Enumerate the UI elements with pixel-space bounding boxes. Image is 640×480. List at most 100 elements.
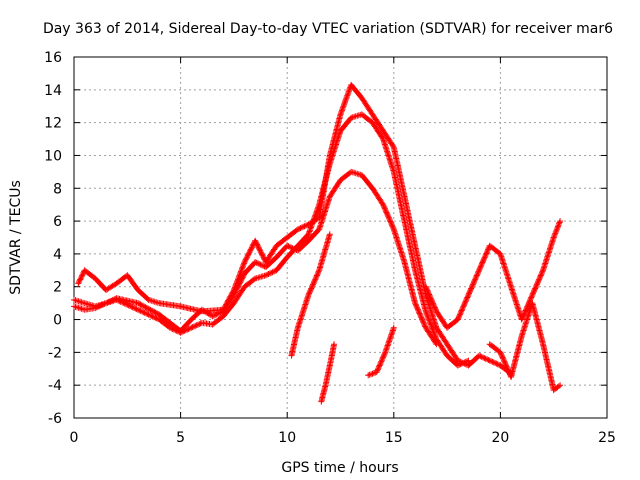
trail-marker (481, 255, 488, 262)
trail-marker (387, 218, 394, 225)
trail-marker (309, 282, 316, 289)
trail-marker (77, 276, 84, 283)
trail-marker (296, 225, 303, 232)
trail-marker (413, 304, 420, 310)
trail-marker (471, 279, 477, 285)
trail-marker (145, 311, 152, 318)
y-tick-label: 10 (44, 148, 62, 164)
trail-marker (420, 319, 427, 326)
y-tick-label: 0 (53, 313, 62, 329)
data-point (305, 291, 312, 298)
trail-marker (482, 355, 489, 362)
y-tick-label: 12 (44, 116, 62, 132)
trail-marker (485, 357, 492, 363)
trail-marker (377, 359, 384, 366)
data-point (75, 280, 82, 287)
trail-marker (152, 314, 159, 321)
trail-marker (302, 222, 309, 229)
trail-marker (429, 299, 436, 306)
trail-marker (308, 285, 315, 292)
trail-marker (120, 299, 127, 306)
data-point (92, 305, 99, 312)
trail-marker (504, 364, 511, 371)
trail-marker (529, 290, 536, 297)
trail-marker (494, 361, 501, 368)
trail-marker (388, 219, 394, 226)
trail-marker (79, 272, 86, 279)
y-tick-label: 8 (53, 181, 62, 197)
trail-marker (426, 292, 433, 299)
trail-marker (258, 262, 265, 269)
trail-marker (124, 301, 131, 308)
trail-marker (502, 361, 509, 367)
y-tick-label: 6 (53, 214, 62, 230)
data-point (252, 259, 259, 266)
trail-marker (533, 282, 540, 289)
trail-marker (460, 360, 467, 366)
trail-marker (481, 355, 488, 362)
series-track-3 (75, 81, 515, 377)
trail-marker (380, 354, 386, 361)
chart-title: Day 363 of 2014, Sidereal Day-to-day VTE… (43, 21, 613, 37)
trail-marker (431, 303, 438, 310)
trail-marker (221, 304, 228, 311)
trail-marker (79, 271, 86, 278)
trail-marker (190, 323, 197, 330)
trail-marker (189, 324, 196, 331)
trail-marker (421, 320, 428, 327)
trail-marker (423, 285, 430, 291)
trail-marker (99, 302, 105, 308)
y-tick-label: 2 (53, 280, 62, 296)
trail-marker (483, 249, 490, 256)
trail-marker (311, 279, 318, 285)
series-track-4 (288, 231, 333, 359)
trail-marker (264, 271, 271, 278)
trail-marker (266, 270, 273, 277)
trail-marker (221, 305, 227, 312)
trail-marker (170, 326, 177, 333)
trail-marker (419, 317, 426, 323)
trail-marker (427, 295, 434, 302)
trail-marker (519, 314, 526, 320)
trail-marker (254, 241, 261, 248)
y-tick-label: 16 (44, 50, 62, 66)
trail-marker (385, 213, 392, 220)
trail-marker (386, 215, 393, 222)
trail-marker (301, 223, 308, 230)
trail-marker (225, 297, 232, 304)
trail-marker (286, 243, 293, 250)
trail-marker (140, 309, 147, 316)
y-tick-label: -6 (48, 411, 62, 427)
trail-marker (225, 296, 232, 303)
trail-marker (100, 301, 107, 308)
trail-marker (185, 326, 192, 332)
trail-marker (493, 360, 500, 367)
trail-marker (480, 354, 487, 361)
trail-marker (376, 363, 382, 370)
trail-marker (527, 295, 534, 302)
trail-marker (524, 302, 531, 309)
trail-marker (125, 302, 132, 309)
trail-marker (233, 279, 240, 285)
trail-marker (464, 294, 471, 301)
trail-marker (458, 308, 465, 315)
series-track-6 (365, 324, 397, 379)
trail-marker (304, 222, 311, 228)
trail-marker (131, 304, 137, 311)
trail-marker (536, 276, 543, 283)
trail-marker (256, 261, 263, 267)
data-point (188, 324, 195, 331)
series-track-8 (486, 300, 564, 394)
trail-marker (123, 301, 129, 308)
trail-marker (168, 325, 175, 332)
trail-marker (423, 286, 430, 293)
trail-marker (150, 314, 157, 321)
trail-marker (139, 308, 145, 315)
trail-marker (473, 272, 480, 279)
trail-marker (129, 304, 136, 311)
trail-marker (492, 360, 499, 366)
trail-marker (172, 327, 179, 334)
trail-marker (381, 205, 388, 212)
trail-marker (456, 358, 463, 365)
trail-marker (285, 243, 292, 250)
